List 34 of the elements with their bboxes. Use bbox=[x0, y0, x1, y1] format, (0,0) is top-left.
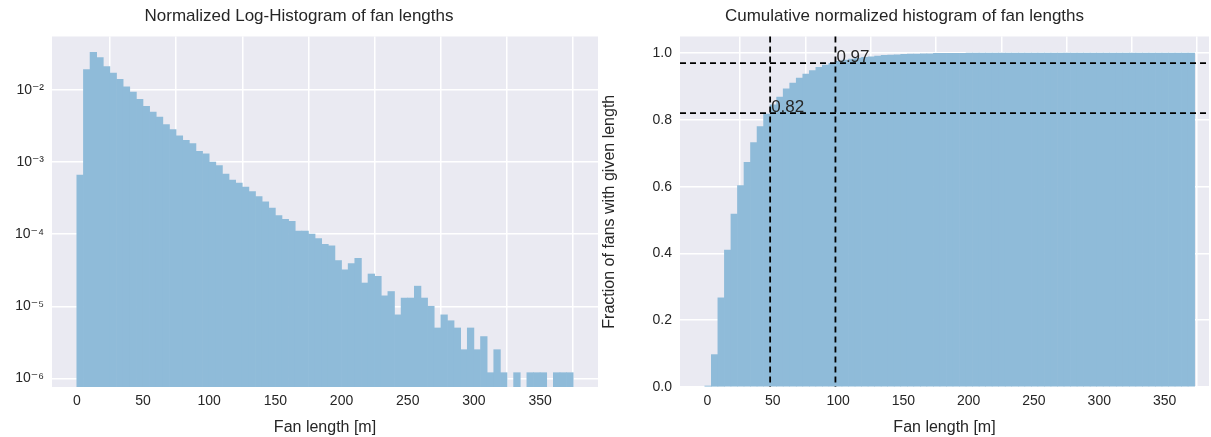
x-tick-label: 100 bbox=[826, 392, 850, 409]
y-tick-label: 0.8 bbox=[652, 110, 673, 127]
y-tick-label: 10⁻⁶ bbox=[15, 369, 44, 386]
x-tick-label: 250 bbox=[396, 392, 420, 409]
chart-title: Cumulative normalized histogram of fan lengths bbox=[724, 5, 1085, 25]
x-tick-label: 350 bbox=[528, 392, 552, 409]
x-tick-label: 250 bbox=[1022, 392, 1046, 409]
x-axis-title: Fan length [m] bbox=[273, 417, 377, 435]
x-tick-label: 0 bbox=[703, 392, 712, 409]
y-tick-label: 0.0 bbox=[652, 377, 673, 394]
x-tick-label: 200 bbox=[956, 392, 981, 409]
x-tick-label: 0 bbox=[72, 392, 81, 409]
x-tick-label: 50 bbox=[135, 392, 151, 409]
x-tick-label: 300 bbox=[462, 392, 486, 409]
x-tick-label: 350 bbox=[1152, 392, 1177, 409]
annotation: 0.82 bbox=[771, 97, 805, 117]
annotation: 0.97 bbox=[836, 47, 870, 67]
y-tick-label: 10⁻⁵ bbox=[15, 297, 44, 314]
y-tick-label: 0.4 bbox=[652, 244, 673, 261]
y-axis-title: Fraction of fans with given length bbox=[600, 94, 618, 329]
y-tick-label: 0.2 bbox=[652, 311, 673, 328]
y-tick-label: 1.0 bbox=[652, 43, 673, 60]
x-tick-label: 50 bbox=[764, 392, 781, 409]
chart-title: Normalized Log-Histogram of fan lengths bbox=[144, 5, 454, 25]
y-tick-label: 10⁻⁴ bbox=[15, 224, 44, 241]
y-tick-label: 0.6 bbox=[652, 177, 673, 194]
x-axis-title: Fan length [m] bbox=[893, 417, 996, 435]
x-tick-label: 300 bbox=[1087, 392, 1112, 409]
x-tick-label: 100 bbox=[197, 392, 222, 409]
x-tick-label: 150 bbox=[891, 392, 916, 409]
x-tick-label: 200 bbox=[329, 392, 354, 409]
y-tick-label: 10⁻³ bbox=[16, 152, 45, 169]
y-tick-label: 10⁻² bbox=[16, 80, 45, 97]
x-tick-label: 150 bbox=[263, 392, 288, 409]
